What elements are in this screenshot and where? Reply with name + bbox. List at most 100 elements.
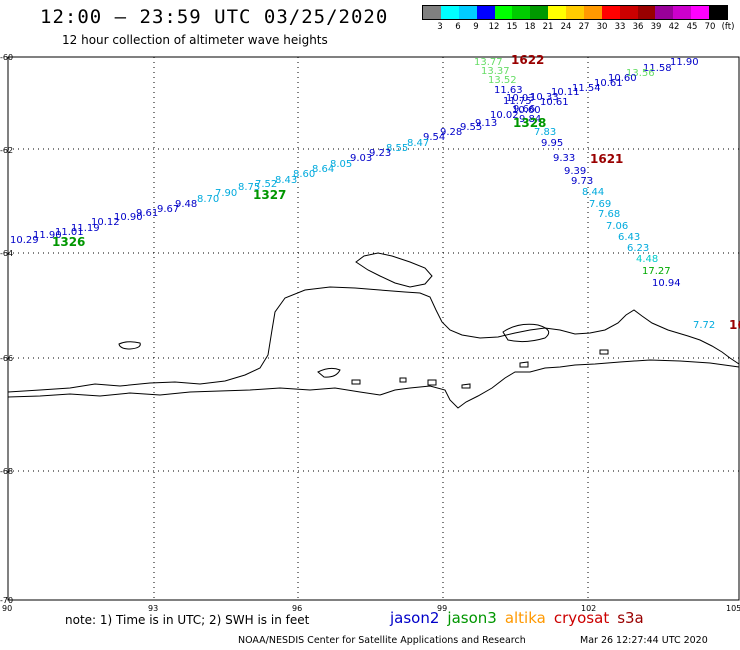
swh-value: 11.58 bbox=[643, 63, 672, 74]
swh-value: 13.56 bbox=[626, 68, 655, 79]
swh-colorbar bbox=[422, 5, 728, 20]
colorbar-tick-label: 12 bbox=[488, 22, 500, 32]
map-subtitle: 12 hour collection of altimeter wave hei… bbox=[62, 33, 328, 47]
legend-s3a: s3a bbox=[617, 609, 644, 627]
swh-value: 9.73 bbox=[571, 176, 593, 187]
colorbar-tick-label: 42 bbox=[668, 22, 680, 32]
swh-value: 7.83 bbox=[534, 127, 556, 138]
swh-value: 8.60 bbox=[293, 169, 315, 180]
map-title: 12:00 – 23:59 UTC 03/25/2020 bbox=[40, 6, 389, 28]
swh-value: 9.54 bbox=[423, 132, 445, 143]
swh-value: 7.52 bbox=[255, 179, 277, 190]
pass-time-label: 1327 bbox=[253, 188, 286, 202]
colorbar-tick-label: 27 bbox=[578, 22, 590, 32]
swh-value: 9.39 bbox=[564, 166, 586, 177]
swh-value: 11.01 bbox=[55, 227, 84, 238]
colorbar-swatch bbox=[583, 6, 602, 19]
colorbar-tick-label: 70 bbox=[704, 22, 716, 32]
pass-time-label: 16 bbox=[729, 318, 740, 332]
graticule bbox=[8, 57, 739, 600]
colorbar-tick-label: 3 bbox=[437, 22, 443, 32]
generated-time: Mar 26 12:27:44 UTC 2020 bbox=[580, 635, 708, 646]
swh-value: 9.23 bbox=[369, 148, 391, 159]
swh-value: 8.44 bbox=[582, 187, 604, 198]
lon-tick-label: 90 bbox=[2, 604, 12, 613]
swh-value: 7.90 bbox=[215, 188, 237, 199]
colorbar-swatch bbox=[423, 6, 441, 19]
swh-value: 8.55 bbox=[386, 143, 408, 154]
swh-value: 7.68 bbox=[598, 209, 620, 220]
credit-text: NOAA/NESDIS Center for Satellite Applica… bbox=[238, 635, 526, 646]
lat-tick-label: -64 bbox=[0, 249, 13, 258]
colorbar-tick-label: 6 bbox=[455, 22, 461, 32]
swh-value: 8.70 bbox=[197, 194, 219, 205]
swh-value: 10.60 bbox=[608, 73, 637, 84]
colorbar-swatch bbox=[619, 6, 638, 19]
swh-value: 8.43 bbox=[275, 175, 297, 186]
swh-value: 9.28 bbox=[440, 127, 462, 138]
colorbar-swatch bbox=[458, 6, 477, 19]
swh-value: 10.02 bbox=[490, 110, 519, 121]
colorbar-labels: 3 6 9 12 15 18 21 24 27 30 33 36 39 42 45 70 (ft) bbox=[422, 22, 739, 34]
swh-value: 9.03 bbox=[350, 153, 372, 164]
swh-value: 10.11 bbox=[551, 87, 580, 98]
pass-time-label: 1622 bbox=[511, 53, 544, 67]
colorbar-swatch bbox=[566, 6, 584, 19]
swh-value: 11.75 bbox=[503, 96, 532, 107]
colorbar-swatch bbox=[512, 6, 531, 19]
colorbar-swatch bbox=[637, 6, 656, 19]
colorbar-swatch bbox=[601, 6, 620, 19]
swh-value: 9.48 bbox=[175, 199, 197, 210]
swh-value: 11.63 bbox=[494, 85, 523, 96]
colorbar-tick-label: 39 bbox=[650, 22, 662, 32]
swh-value: 10.61 bbox=[540, 97, 569, 108]
colorbar-tick-label: 36 bbox=[632, 22, 644, 32]
colorbar-tick-label: 18 bbox=[524, 22, 536, 32]
swh-value: 10.29 bbox=[10, 235, 39, 246]
colorbar-swatch bbox=[476, 6, 495, 19]
lat-tick-label: -66 bbox=[0, 354, 13, 363]
lat-tick-label: -70 bbox=[0, 596, 13, 605]
lon-tick-label: 99 bbox=[437, 604, 447, 613]
lat-tick-label: -62 bbox=[0, 146, 13, 155]
lat-tick-label: -60 bbox=[0, 53, 13, 62]
swh-value: 7.69 bbox=[589, 199, 611, 210]
map-frame bbox=[7, 56, 740, 601]
colorbar-swatch bbox=[548, 6, 566, 19]
colorbar-swatch bbox=[691, 6, 709, 19]
legend-jason2: jason2 bbox=[390, 609, 440, 627]
satellite-legend: jason2 jason3 altika cryosat s3a bbox=[390, 609, 652, 627]
swh-value: 8.05 bbox=[330, 159, 352, 170]
swh-value: 10.03 bbox=[506, 93, 535, 104]
colorbar-swatch bbox=[709, 6, 727, 19]
swh-value: 10.60 bbox=[512, 105, 541, 116]
swh-value: 9.13 bbox=[475, 118, 497, 129]
swh-value: 11.19 bbox=[71, 223, 100, 234]
axis-labels: 90 93 96 99 102 105 -60 -62 -64 -66 -68 -70 bbox=[0, 53, 740, 613]
colorbar-swatch bbox=[530, 6, 549, 19]
lon-tick-label: 93 bbox=[148, 604, 158, 613]
lon-tick-label: 96 bbox=[292, 604, 302, 613]
legend-cryosat: cryosat bbox=[553, 609, 610, 627]
colorbar-swatch bbox=[655, 6, 674, 19]
swh-value: 9.55 bbox=[460, 122, 482, 133]
swh-value: 10.33 bbox=[530, 92, 559, 103]
legend-altika: altika bbox=[504, 609, 546, 627]
colorbar-swatch bbox=[440, 6, 459, 19]
swh-value: 7.06 bbox=[606, 221, 628, 232]
units-note: note: 1) Time is in UTC; 2) SWH is in fe… bbox=[65, 613, 310, 627]
track-labels: 1622 1621 1327 1326 1328 16 bbox=[52, 53, 740, 332]
swh-value: 9.84 bbox=[519, 114, 541, 125]
colorbar-tick-label: 24 bbox=[560, 22, 572, 32]
colorbar-tick-label: 9 bbox=[473, 22, 479, 32]
swh-value: 13.37 bbox=[481, 66, 510, 77]
colorbar-tick-label: 30 bbox=[596, 22, 608, 32]
swh-value: 10.90 bbox=[114, 212, 143, 223]
swh-value: 6.23 bbox=[627, 243, 649, 254]
pass-time-label: 1326 bbox=[52, 235, 85, 249]
swh-labels: 11.9011.5813.5610.6010.6111.5410.1110.33… bbox=[10, 57, 715, 331]
swh-value: 17.27 bbox=[642, 266, 671, 277]
swh-value: 4.48 bbox=[636, 254, 658, 265]
lon-tick-label: 105 bbox=[726, 604, 740, 613]
